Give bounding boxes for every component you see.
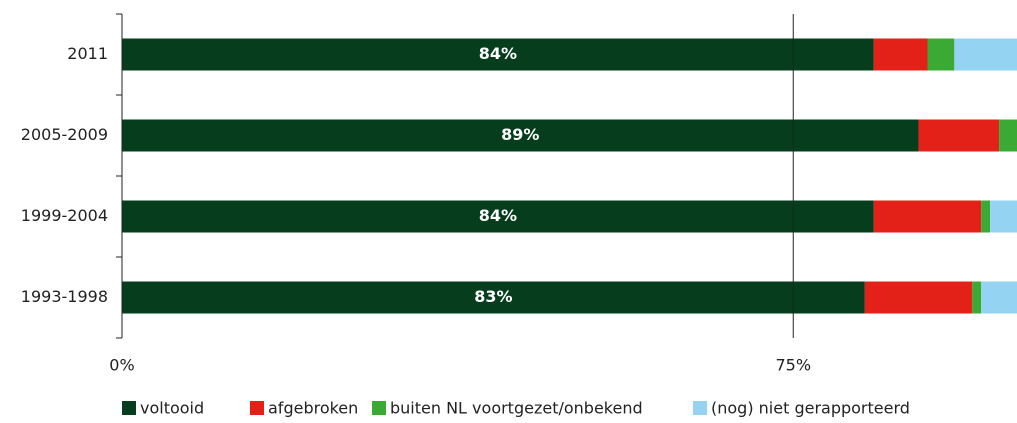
- bar-segment: [122, 38, 874, 71]
- bar-segment: [990, 200, 1017, 233]
- y-tick-label: 1993-1998: [21, 287, 108, 306]
- legend-swatch: [122, 401, 136, 415]
- y-tick-label: 1999-2004: [21, 206, 108, 225]
- bar-segment: [873, 200, 982, 233]
- bar-segment: [981, 281, 1017, 314]
- bar-segment: [122, 119, 919, 152]
- data-label: 89%: [501, 125, 539, 144]
- y-tick-label: 2005-2009: [21, 125, 108, 144]
- bar-segment: [122, 281, 865, 314]
- x-tick-label: 75%: [775, 356, 811, 375]
- legend-label: afgebroken: [268, 399, 358, 418]
- bar-segment: [864, 281, 973, 314]
- bar-segment: [981, 200, 991, 233]
- y-tick-label: 2011: [67, 44, 108, 63]
- bar-segment: [873, 38, 928, 71]
- bar-segment: [918, 119, 1000, 152]
- bar-segment: [927, 38, 955, 71]
- x-tick-label: 0%: [109, 356, 134, 375]
- legend-label: buiten NL voortgezet/onbekend: [390, 399, 643, 418]
- bar-segment: [972, 281, 982, 314]
- bar-segment: [122, 200, 874, 233]
- data-label: 83%: [474, 287, 512, 306]
- legend-swatch: [372, 401, 386, 415]
- data-label: 84%: [479, 44, 517, 63]
- data-label: 84%: [479, 206, 517, 225]
- bar-segment: [999, 119, 1017, 152]
- legend-swatch: [250, 401, 264, 415]
- bar-segment: [954, 38, 1017, 71]
- legend-label: voltooid: [140, 399, 204, 418]
- legend-swatch: [693, 401, 707, 415]
- legend-label: (nog) niet gerapporteerd: [711, 399, 910, 418]
